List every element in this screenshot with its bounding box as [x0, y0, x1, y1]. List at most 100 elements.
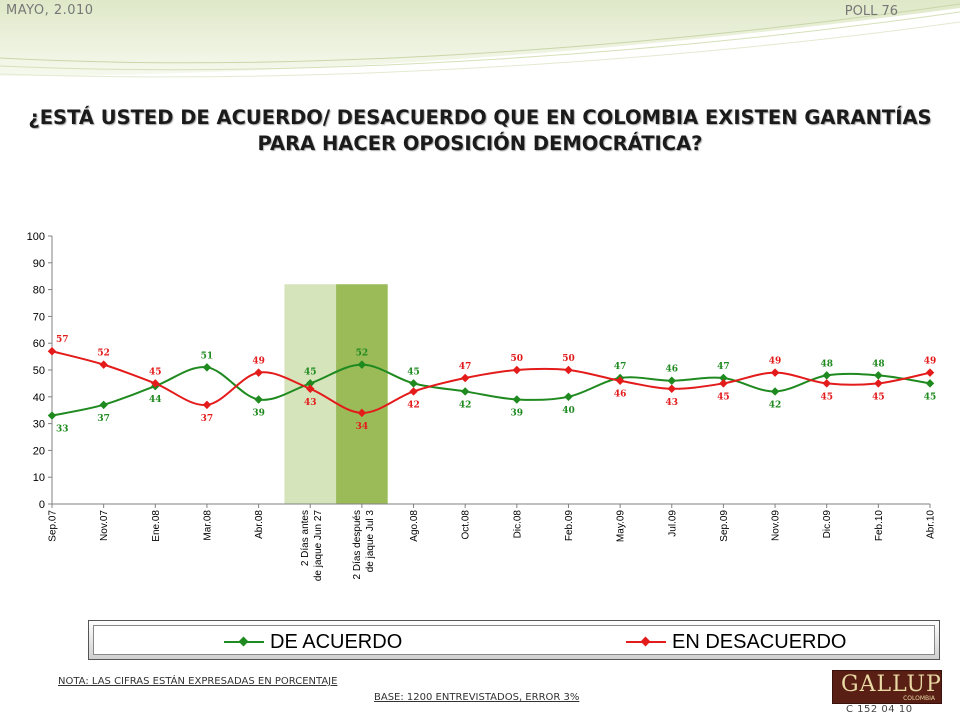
- x-tick-label: Mar.08: [202, 510, 213, 541]
- series-1-point: [564, 365, 573, 375]
- x-tick-label: Nov.07: [99, 510, 110, 541]
- report-code: C 152 04 10: [846, 704, 913, 715]
- data-label: 46: [614, 390, 627, 400]
- series-1-point: [254, 368, 263, 377]
- data-label: 42: [459, 400, 472, 410]
- series-1-point: [460, 373, 470, 383]
- series-0-point: [47, 411, 57, 420]
- x-tick-label: Ago.08: [409, 510, 420, 542]
- logo-text: GALLUP: [841, 672, 942, 697]
- y-tick-label: 40: [33, 392, 45, 404]
- x-tick-label: Sep.09: [719, 510, 730, 542]
- y-tick-label: 10: [33, 472, 45, 484]
- series-1-point: [202, 400, 212, 410]
- x-tick-label: Ene.08: [151, 510, 162, 542]
- series-1-point: [99, 360, 108, 369]
- series-1-point: [667, 384, 677, 394]
- series-0-point: [564, 392, 573, 402]
- series-0-point: [409, 379, 418, 388]
- data-label: 37: [97, 414, 110, 424]
- legend-inner: DE ACUERDO EN DESACUERDO: [93, 625, 935, 655]
- series-0-point: [512, 395, 522, 404]
- series-1-point: [770, 368, 780, 377]
- data-label: 52: [97, 349, 110, 359]
- x-tick-label: Oct.08: [461, 510, 472, 540]
- series-line-1: [51, 350, 931, 414]
- data-label: 39: [252, 408, 265, 418]
- x-tick-label: Dic.08: [512, 510, 523, 539]
- highlight-band-0: [284, 284, 337, 504]
- series-1-point: [305, 384, 315, 394]
- data-label: 49: [252, 357, 265, 367]
- x-tick-label: Abr.10: [926, 510, 937, 539]
- chart-legend: DE ACUERDO EN DESACUERDO: [88, 620, 940, 660]
- x-tick-label: 2 Días después de jaque Jul 3: [352, 510, 376, 580]
- series-0-point: [357, 360, 367, 369]
- data-label: 47: [717, 362, 730, 372]
- data-label: 45: [924, 392, 937, 402]
- series-1-point: [874, 379, 883, 388]
- footnote: NOTA: LAS CIFRAS ESTÁN EXPRESADAS EN POR…: [58, 676, 338, 687]
- data-label: 51: [201, 351, 214, 361]
- legend-marker-de-acuerdo: [224, 636, 264, 647]
- series-0-point: [667, 376, 677, 385]
- data-label: 43: [665, 398, 678, 408]
- y-tick-label: 80: [33, 285, 45, 297]
- y-tick-label: 30: [33, 419, 45, 431]
- data-label: 34: [356, 422, 369, 432]
- legend-item-de-acuerdo: DE ACUERDO: [224, 630, 403, 653]
- series-1-point: [151, 379, 160, 388]
- legend-label-en-desacuerdo: EN DESACUERDO: [672, 630, 847, 653]
- y-tick-label: 0: [39, 499, 45, 511]
- chart-title: ¿ESTÁ USTED DE ACUERDO/ DESACUERDO QUE E…: [28, 106, 932, 155]
- data-label: 43: [304, 398, 317, 408]
- y-tick-label: 50: [33, 365, 45, 377]
- highlight-band-1: [336, 284, 388, 504]
- x-tick-label: Sep.07: [48, 510, 59, 542]
- y-tick-label: 20: [33, 445, 45, 457]
- x-tick-label: 2 Días antes de jaque Jun 27: [300, 510, 324, 582]
- series-0-point: [770, 387, 780, 396]
- data-label: 33: [56, 425, 69, 435]
- sample-base: BASE: 1200 ENTREVISTADOS, ERROR 3%: [374, 692, 580, 703]
- data-label: 45: [407, 367, 420, 377]
- data-label: 50: [511, 354, 524, 364]
- poll-number: POLL 76: [844, 4, 898, 19]
- legend-label-de-acuerdo: DE ACUERDO: [270, 630, 403, 653]
- series-0-point: [305, 379, 315, 388]
- x-tick-label: Feb.09: [564, 510, 575, 542]
- y-tick-label: 90: [33, 258, 45, 270]
- data-label: 45: [149, 367, 162, 377]
- series-1-point: [512, 365, 522, 375]
- x-tick-label: Nov.09: [771, 510, 782, 541]
- data-label: 42: [769, 400, 782, 410]
- data-label: 45: [820, 392, 833, 402]
- x-tick-label: Jul.09: [667, 510, 678, 537]
- data-label: 46: [665, 365, 678, 375]
- series-1-point: [719, 379, 728, 388]
- series-0-point: [874, 371, 883, 380]
- x-tick-label: May.09: [616, 510, 627, 542]
- data-label: 48: [872, 359, 885, 369]
- line-chart: 0 10 20 30 40 50 60 70 80 90 100 Sep.07 Nov.07 Ene.08…: [27, 231, 937, 582]
- data-label: 45: [717, 392, 730, 402]
- logo-subtext: COLOMBIA: [903, 695, 935, 702]
- series-0-point: [822, 371, 831, 380]
- data-label: 49: [769, 357, 782, 367]
- data-label: 52: [356, 349, 369, 359]
- data-label: 50: [562, 354, 575, 364]
- data-label: 47: [614, 362, 627, 372]
- data-label: 49: [924, 357, 937, 367]
- data-label: 45: [872, 392, 885, 402]
- series-1-point: [357, 408, 367, 418]
- x-tick-label: Abr.08: [254, 510, 265, 539]
- series-1-point: [925, 368, 935, 377]
- header-decoration: [0, 0, 960, 78]
- data-label: 57: [56, 335, 69, 345]
- data-label: 44: [149, 395, 162, 405]
- data-label: 39: [511, 408, 524, 418]
- gallup-logo: GALLUP COLOMBIA: [832, 670, 942, 704]
- x-tick-label: Feb.10: [874, 510, 885, 542]
- x-tick-label: Dic.09: [822, 510, 833, 539]
- data-label: 42: [407, 400, 420, 410]
